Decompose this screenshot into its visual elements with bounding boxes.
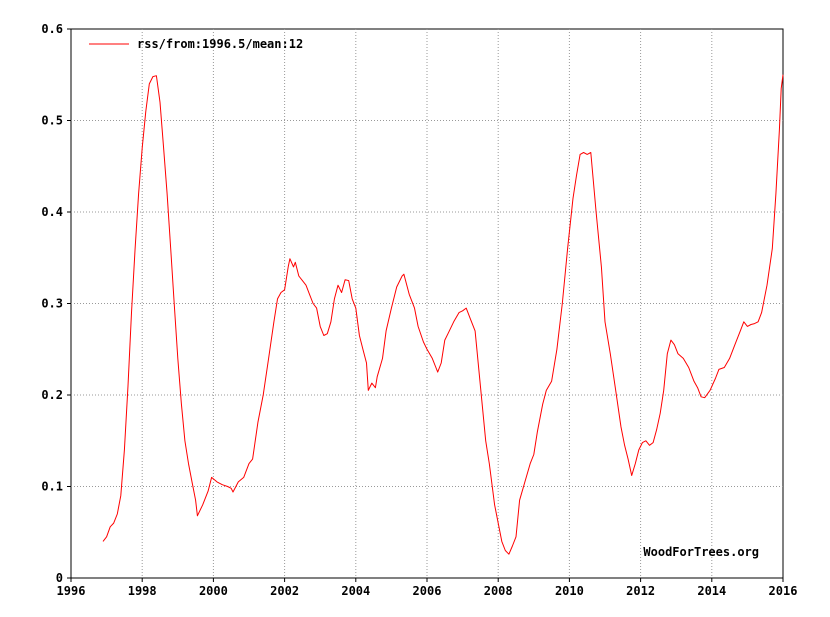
x-tick-label: 2014	[697, 584, 726, 598]
x-tick-label: 2010	[555, 584, 584, 598]
x-tick-label: 2016	[769, 584, 798, 598]
x-tick-label: 2002	[270, 584, 299, 598]
legend-label: rss/from:1996.5/mean:12	[137, 37, 303, 51]
y-tick-label: 0	[56, 571, 63, 585]
series-layer	[102, 74, 784, 555]
y-tick-label: 0.1	[41, 480, 63, 494]
legend: rss/from:1996.5/mean:12	[89, 37, 303, 51]
y-tick-label: 0.4	[41, 205, 63, 219]
y-tick-label: 0.3	[41, 297, 63, 311]
x-tick-label: 2012	[626, 584, 655, 598]
y-tick-label: 0.2	[41, 388, 63, 402]
plot-area	[70, 28, 784, 579]
x-tick-label: 2000	[199, 584, 228, 598]
y-tick-label: 0.6	[41, 22, 63, 36]
x-tick-label: 1996	[57, 584, 86, 598]
y-tick-label: 0.5	[41, 114, 63, 128]
x-tick-label: 2004	[341, 584, 370, 598]
series-line	[102, 74, 784, 555]
x-tick-label: 1998	[128, 584, 157, 598]
credit-label: WoodForTrees.org	[643, 545, 759, 559]
x-tick-label: 2008	[484, 584, 513, 598]
x-tick-label: 2006	[413, 584, 442, 598]
y-axis: 0 0.1 0.2 0.3 0.4 0.5 0.6	[41, 22, 71, 585]
x-axis: 1996 1998 2000 2002 2004 2006 2008 2010 2012 2014…	[57, 578, 798, 598]
